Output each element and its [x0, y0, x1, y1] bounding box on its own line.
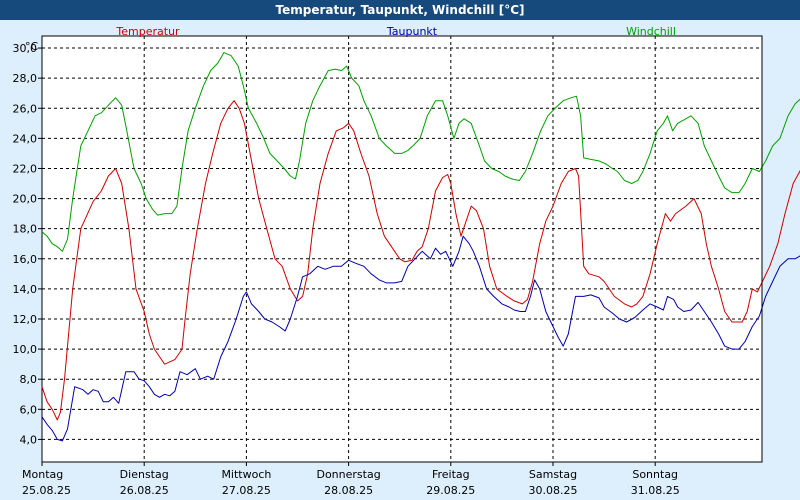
- y-tick-label: 14,0: [13, 283, 38, 296]
- x-day-label: Dienstag: [120, 468, 169, 481]
- x-day-label: Mittwoch: [221, 468, 271, 481]
- x-day-label: Samstag: [529, 468, 577, 481]
- series-line-windchill: [41, 52, 800, 252]
- legend-taupunkt: Taupunkt: [386, 25, 438, 38]
- x-date-label: 31.08.25: [631, 484, 680, 497]
- x-date-label: 28.08.25: [324, 484, 373, 497]
- y-tick-label: 20,0: [13, 193, 38, 206]
- y-tick-label: 10,0: [13, 343, 38, 356]
- y-tick-label: 18,0: [13, 223, 38, 236]
- x-date-label: 27.08.25: [222, 484, 271, 497]
- y-tick-label: 16,0: [13, 253, 38, 266]
- y-tick-label: 22,0: [13, 162, 38, 175]
- x-date-label: 30.08.25: [529, 484, 578, 497]
- chart-title: Temperatur, Taupunkt, Windchill [°C]: [0, 0, 800, 20]
- y-axis-unit-label: °C: [25, 40, 39, 53]
- series-line-temperatur: [41, 100, 800, 421]
- x-day-label: Freitag: [432, 468, 470, 481]
- plot-background: [41, 35, 763, 463]
- legend-windchill: Windchill: [626, 25, 676, 38]
- axes: 4,0 6,0 8,0 10,0 12,0 14,0 16,0 18,0 20,0 22,0 24,…: [13, 36, 763, 497]
- series-line-taupunkt: [41, 235, 800, 442]
- x-date-label: 29.08.25: [426, 484, 475, 497]
- x-date-label: 26.08.25: [120, 484, 169, 497]
- grid-lines: [42, 36, 762, 462]
- x-day-label: Donnerstag: [316, 468, 380, 481]
- temperature-chart: 4,0 6,0 8,0 10,0 12,0 14,0 16,0 18,0 20,0 22,0 24,…: [13, 25, 800, 497]
- series-lines: [41, 52, 800, 442]
- x-day-label: Montag: [22, 468, 63, 481]
- legend-temperatur: Temperatur: [115, 25, 180, 38]
- legend: Temperatur Taupunkt Windchill: [115, 25, 676, 38]
- x-day-label: Sonntag: [632, 468, 678, 481]
- y-tick-label: 26,0: [13, 102, 38, 115]
- plot-area: [41, 35, 763, 463]
- y-tick-label: 30,0: [13, 42, 38, 55]
- y-tick-label: 8,0: [20, 373, 38, 386]
- y-tick-label: 4,0: [20, 433, 38, 446]
- y-tick-label: 6,0: [20, 403, 38, 416]
- y-tick-label: 12,0: [13, 313, 38, 326]
- x-date-label: 25.08.25: [22, 484, 71, 497]
- y-tick-label: 28,0: [13, 72, 38, 85]
- y-tick-label: 24,0: [13, 132, 38, 145]
